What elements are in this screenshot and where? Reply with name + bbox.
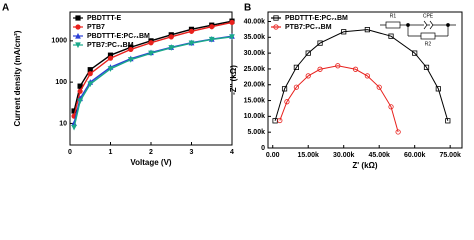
panel-label: B xyxy=(244,3,251,14)
marker xyxy=(423,64,430,70)
marker xyxy=(364,27,370,33)
resistor xyxy=(420,32,436,40)
marker xyxy=(229,19,235,25)
y-axis-label: -Z'' (kΩ) xyxy=(229,65,238,95)
legend-label: PBDTTT-E xyxy=(87,15,122,22)
marker xyxy=(305,50,311,56)
marker xyxy=(388,33,394,39)
marker xyxy=(188,28,195,34)
x-axis-label: Z' (kΩ) xyxy=(352,161,378,170)
series-line xyxy=(73,36,233,128)
marker xyxy=(284,99,290,105)
marker xyxy=(335,63,341,69)
panel-label: A xyxy=(2,3,9,14)
marker xyxy=(209,24,215,30)
x-tick-label: 45.00k xyxy=(368,152,390,159)
x-tick-label: 30.00k xyxy=(333,152,355,159)
x-tick-label: 2 xyxy=(149,149,153,156)
y-tick-label: 40.00k xyxy=(244,18,266,25)
plot-frame xyxy=(267,11,463,149)
marker xyxy=(395,129,401,135)
marker xyxy=(77,98,83,105)
marker xyxy=(293,84,299,90)
series-line xyxy=(73,21,233,117)
marker xyxy=(273,24,279,30)
marker xyxy=(75,42,81,49)
marker xyxy=(341,29,347,35)
marker xyxy=(388,104,394,110)
y-tick-label: 25.00k xyxy=(244,66,266,73)
y-tick-label: 15.00k xyxy=(244,97,266,104)
marker xyxy=(364,73,370,79)
circuit-label: R1 xyxy=(390,13,397,19)
marker xyxy=(87,81,94,88)
x-tick-label: 0.00 xyxy=(266,152,280,159)
series-line xyxy=(73,20,233,112)
marker xyxy=(208,36,215,43)
marker xyxy=(317,66,323,72)
x-tick-label: 0 xyxy=(68,149,72,156)
marker xyxy=(168,45,175,51)
marker xyxy=(75,32,81,39)
x-tick-label: 15.00k xyxy=(298,152,320,159)
marker xyxy=(273,15,279,21)
y-tick-label: 20.00k xyxy=(244,82,266,89)
marker xyxy=(168,34,174,40)
marker xyxy=(293,64,299,70)
circuit-label: R2 xyxy=(425,41,432,47)
x-tick-label: 1 xyxy=(109,149,113,156)
marker xyxy=(188,40,195,47)
marker xyxy=(87,71,93,77)
y-tick-label: 5.00k xyxy=(247,129,265,136)
marker xyxy=(281,86,288,92)
series-line xyxy=(274,29,449,121)
marker xyxy=(277,117,283,124)
marker xyxy=(71,124,77,131)
circuit-label: CPE xyxy=(423,13,434,19)
series-line xyxy=(73,35,233,124)
marker xyxy=(77,88,83,94)
figure: A B R1 CPE R2 0 1 2 3 4 10 100 1000 Voltage (V) C… xyxy=(2,3,463,170)
marker xyxy=(107,55,114,61)
y-tick-label: 10 xyxy=(59,120,67,127)
y-tick-label: 35.00k xyxy=(244,34,266,41)
x-tick-label: 4 xyxy=(230,149,234,156)
x-tick-label: 60.00k xyxy=(404,152,426,159)
legend-label: PTB7 xyxy=(87,24,105,31)
legend-label: PTB7:PC₇₁BM xyxy=(87,42,134,49)
marker xyxy=(75,24,81,30)
marker xyxy=(148,50,154,57)
y-tick-label: 0 xyxy=(261,145,265,152)
series-line xyxy=(279,65,399,133)
page: A B R1 CPE R2 0 1 2 3 4 10 100 1000 Voltage (V) C… xyxy=(2,2,463,171)
legend-label: PBDTTT-E:PC₇₁BM xyxy=(285,15,348,22)
marker xyxy=(229,34,235,40)
cpe xyxy=(423,20,434,30)
marker xyxy=(412,50,418,56)
legend-label: PTB7:PC₇₁BM xyxy=(285,24,332,31)
marker xyxy=(71,108,77,114)
marker xyxy=(445,118,451,124)
marker xyxy=(352,66,359,72)
x-tick-label: 75.00k xyxy=(439,152,461,159)
y-axis-label: Current density (mA/cm²) xyxy=(13,30,22,126)
y-tick-label: 100 xyxy=(55,79,67,86)
x-tick-label: 3 xyxy=(190,149,194,156)
marker xyxy=(305,73,311,79)
x-axis-label: Voltage (V) xyxy=(130,158,172,167)
marker xyxy=(75,15,81,21)
marker xyxy=(435,86,441,92)
marker xyxy=(317,40,323,46)
marker xyxy=(148,40,154,46)
y-tick-label: 30.00k xyxy=(244,50,266,57)
y-tick-label: 1000 xyxy=(51,38,67,45)
y-tick-label: 10.00k xyxy=(244,113,266,120)
legend-label: PBDTTT-E:PC₇₁BM xyxy=(87,33,150,40)
marker xyxy=(128,46,134,53)
circuit-inset xyxy=(380,20,456,40)
resistor xyxy=(385,21,401,29)
marker xyxy=(376,84,382,90)
marker xyxy=(127,57,134,63)
marker xyxy=(107,66,114,72)
